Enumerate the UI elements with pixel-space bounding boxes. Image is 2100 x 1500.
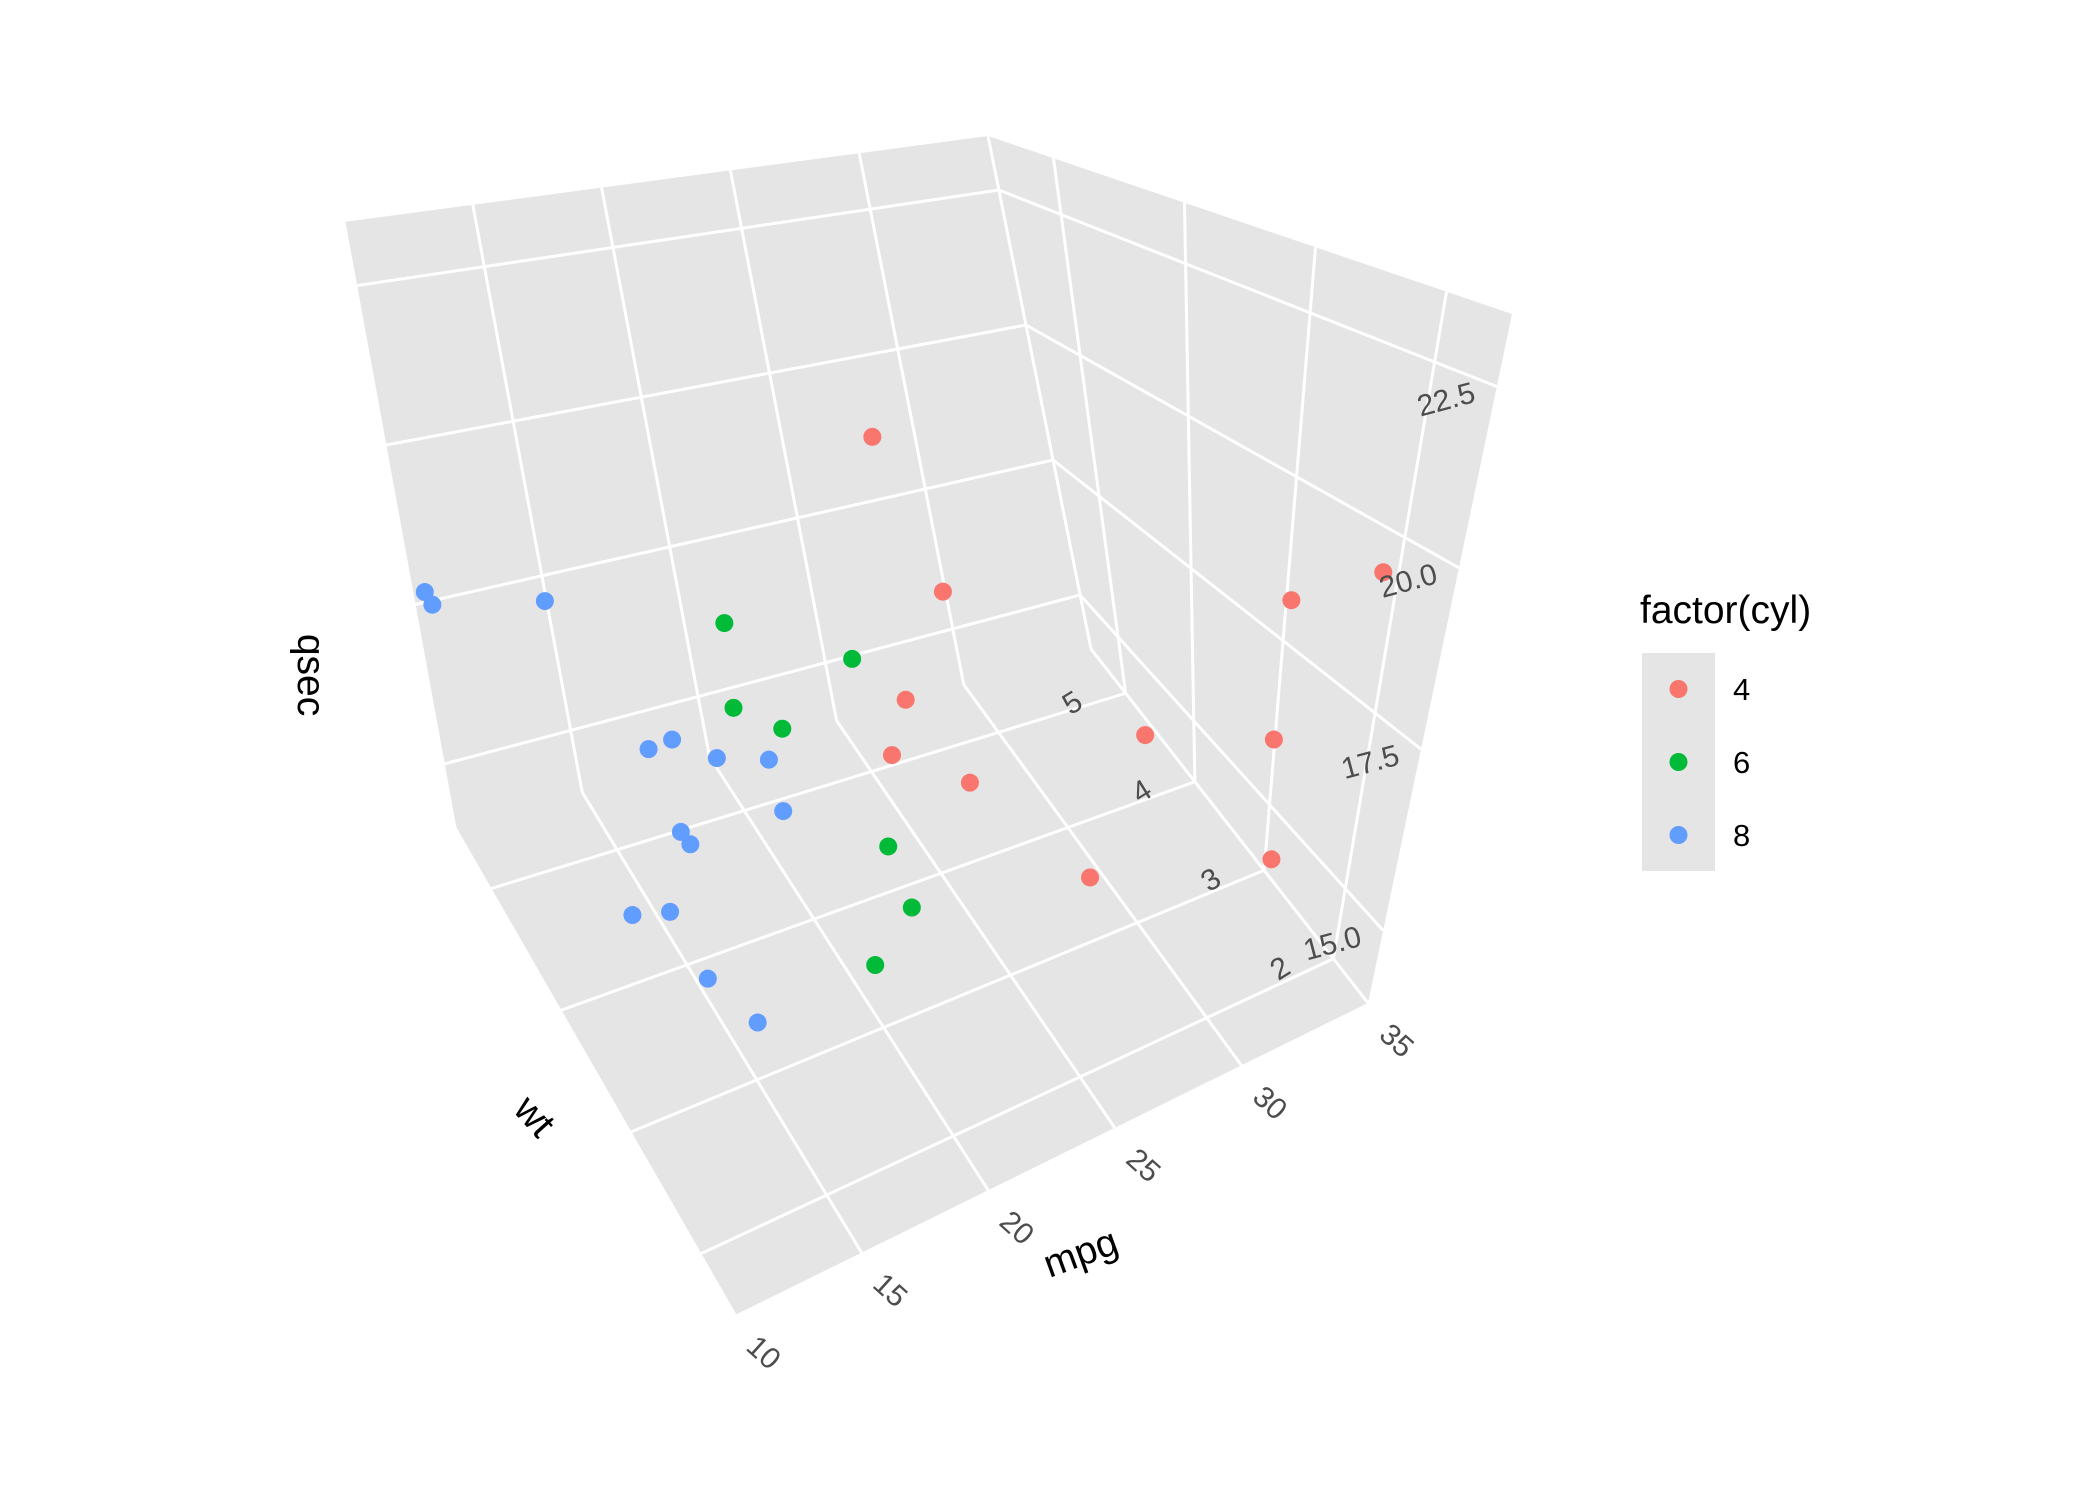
x-tick-25: 25 xyxy=(1120,1142,1167,1189)
grid-x-back-2 xyxy=(600,187,711,757)
z-axis-title: qsec xyxy=(289,634,332,716)
point-cyl4-0 xyxy=(960,773,979,792)
point-cyl4-6 xyxy=(896,690,915,709)
grid-y-floor-3 xyxy=(489,691,1127,891)
grid-y-floor-0 xyxy=(699,957,1335,1256)
grid-z-right-3 xyxy=(998,188,1498,388)
x-tick-10: 10 xyxy=(740,1330,787,1377)
grid-x-floor-5 xyxy=(1089,648,1370,1004)
point-cyl8-8 xyxy=(681,835,700,854)
point-cyl6-6 xyxy=(866,956,885,975)
point-cyl8-10 xyxy=(623,906,642,925)
point-cyl8-11 xyxy=(759,750,778,769)
grid-x-back-3 xyxy=(728,170,839,721)
grid-x-floor-2 xyxy=(708,755,990,1192)
point-cyl8-2 xyxy=(663,730,682,749)
point-cyl6-1 xyxy=(879,837,898,856)
point-cyl6-4 xyxy=(773,719,792,738)
grid-y-floor-1 xyxy=(629,868,1265,1134)
point-cyl8-12 xyxy=(748,1013,767,1032)
grid-z-right-1 xyxy=(1052,458,1422,751)
grid-y-back-0 xyxy=(1331,291,1448,960)
grid-y-floor-2 xyxy=(559,780,1196,1013)
legend-title: factor(cyl) xyxy=(1640,589,1811,632)
point-cyl8-7 xyxy=(535,592,554,611)
point-cyl6-2 xyxy=(843,649,862,668)
legend-key-4 xyxy=(1669,680,1688,698)
legend-key-6 xyxy=(1669,753,1688,771)
panel-back-right xyxy=(988,136,1512,1003)
grid-z-left-1 xyxy=(413,458,1054,607)
y-axis-title: wt xyxy=(505,1087,564,1146)
grid-z-right-2 xyxy=(1025,323,1460,570)
x-axis-title: mpg xyxy=(1038,1220,1124,1286)
legend-label-4: 4 xyxy=(1733,672,1750,707)
point-cyl8-6 xyxy=(415,583,434,602)
point-cyl8-4 xyxy=(639,740,658,759)
point-cyl8-0 xyxy=(774,802,793,821)
point-cyl4-5 xyxy=(1374,563,1393,582)
data-points xyxy=(415,427,1393,1032)
point-cyl6-3 xyxy=(715,614,734,633)
panel-floor xyxy=(455,649,1368,1315)
legend-label-6: 6 xyxy=(1733,745,1750,780)
grid-y-back-3 xyxy=(1052,158,1128,694)
grid-x-floor-0 xyxy=(453,827,737,1316)
panel-back-left xyxy=(344,136,1091,828)
grid-z-left-2 xyxy=(384,323,1027,447)
point-cyl8-3 xyxy=(707,749,726,768)
x-tick-35: 35 xyxy=(1373,1018,1420,1065)
point-cyl6-0 xyxy=(902,898,921,917)
point-cyl4-8 xyxy=(1081,868,1100,887)
point-cyl8-1 xyxy=(661,902,680,921)
panel-backgrounds xyxy=(344,136,1512,1315)
point-cyl4-1 xyxy=(933,582,952,601)
point-cyl8-13 xyxy=(698,969,717,988)
grid-x-back-1 xyxy=(471,204,584,793)
legend: factor(cyl) 4 6 8 xyxy=(1640,589,1811,871)
point-cyl4-3 xyxy=(1282,591,1301,610)
point-cyl4-2 xyxy=(863,427,882,446)
x-tick-20: 20 xyxy=(993,1205,1040,1252)
point-cyl4-9 xyxy=(1262,850,1281,869)
grid-z-left-0 xyxy=(442,593,1081,766)
point-cyl6-5 xyxy=(724,698,743,717)
grid-x-floor-4 xyxy=(962,683,1243,1067)
grid-z-right-0 xyxy=(1079,593,1385,932)
grid-y-back-2 xyxy=(1183,202,1197,782)
legend-key-8 xyxy=(1669,826,1688,844)
grid-x-floor-3 xyxy=(835,719,1117,1129)
point-cyl4-7 xyxy=(1136,726,1155,745)
grid-x-floor-1 xyxy=(580,791,863,1254)
point-cyl4-4 xyxy=(1264,730,1283,749)
grid-x-back-0 xyxy=(342,221,457,829)
x-tick-15: 15 xyxy=(867,1267,914,1314)
point-cyl8-9 xyxy=(671,822,690,841)
grid-y-back-1 xyxy=(1262,247,1317,871)
grid-z-left-3 xyxy=(355,188,1000,288)
legend-label-8: 8 xyxy=(1733,818,1750,853)
point-cyl4-10 xyxy=(883,746,902,765)
grid-x-back-5 xyxy=(986,135,1093,650)
x-tick-30: 30 xyxy=(1246,1080,1293,1127)
